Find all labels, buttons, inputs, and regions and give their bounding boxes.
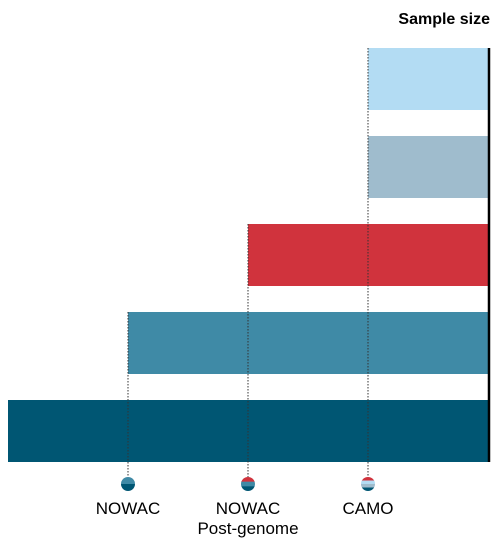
cohort-label-3-line-1: CAMO (343, 499, 394, 518)
cohort-marker-icon-2 (241, 477, 255, 491)
cohort-label-2-line-2: Post-genome (197, 519, 298, 538)
guide-lines (127, 48, 369, 477)
cohort-marker-icon-1 (121, 477, 135, 491)
cohort-marker-icon-3 (361, 477, 375, 491)
chart-title: Sample size (398, 11, 490, 28)
cohort-label-1-line-1: NOWAC (96, 499, 161, 518)
bar-1 (368, 48, 488, 110)
cohort-label-2-line-1: NOWAC (216, 499, 281, 518)
bar-2 (368, 136, 488, 198)
bar-4 (128, 312, 488, 374)
